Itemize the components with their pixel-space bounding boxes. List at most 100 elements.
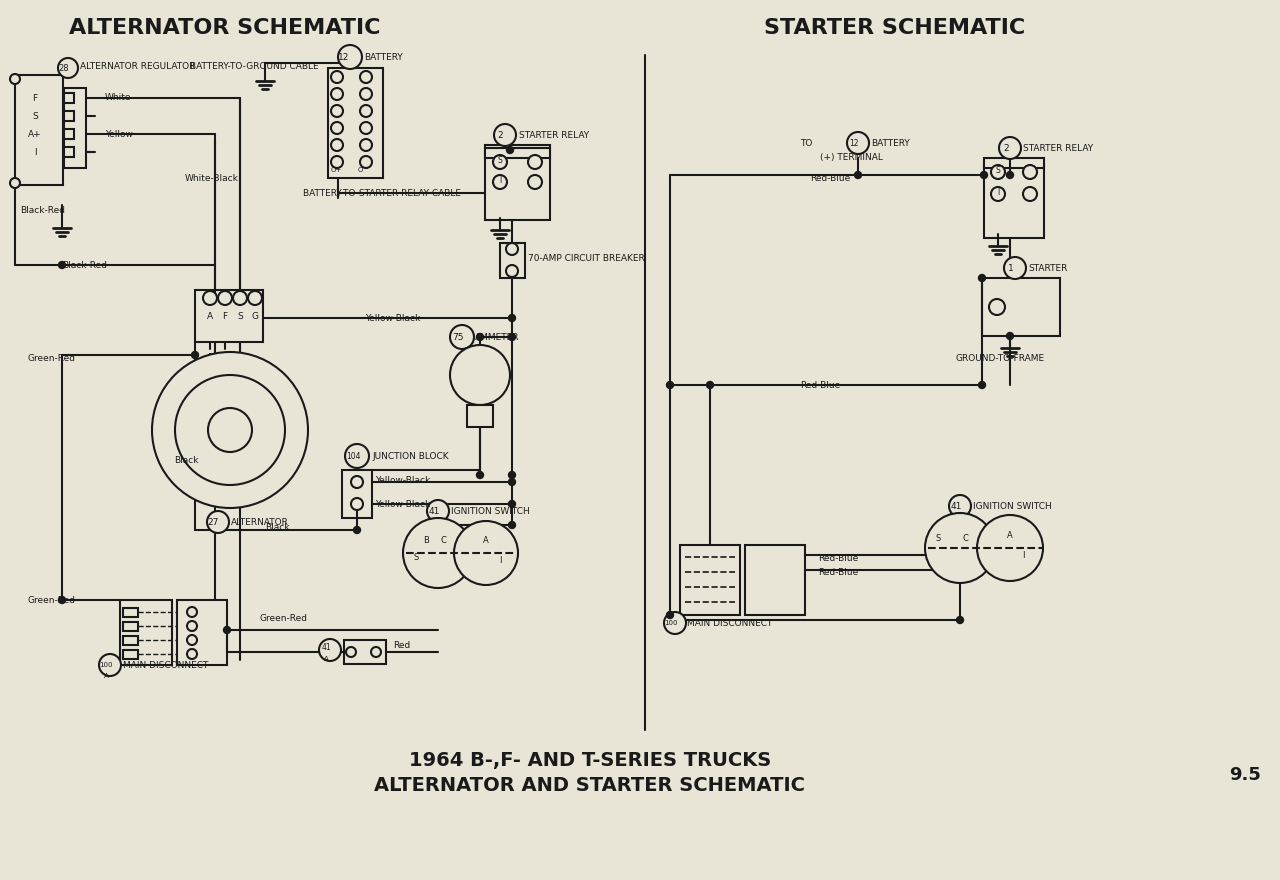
Circle shape <box>207 511 229 533</box>
Bar <box>467 405 493 427</box>
Circle shape <box>346 444 369 468</box>
Circle shape <box>187 607 197 617</box>
Text: STARTER RELAY: STARTER RELAY <box>1023 143 1093 152</box>
Text: 2: 2 <box>1004 143 1009 152</box>
Circle shape <box>978 382 986 388</box>
Text: A: A <box>483 536 489 545</box>
Bar <box>64 111 74 121</box>
Text: G: G <box>251 312 259 320</box>
Circle shape <box>360 122 372 134</box>
Text: MAIN DISCONNECT: MAIN DISCONNECT <box>123 661 209 670</box>
Text: I: I <box>33 148 36 157</box>
Circle shape <box>319 639 340 661</box>
Text: A: A <box>1007 531 1012 539</box>
Text: C: C <box>440 536 445 545</box>
Circle shape <box>667 612 673 619</box>
Circle shape <box>360 105 372 117</box>
Text: BATTERY: BATTERY <box>870 138 910 148</box>
Circle shape <box>529 175 541 189</box>
Circle shape <box>403 518 474 588</box>
Text: Green-Red: Green-Red <box>28 596 76 605</box>
Text: 41: 41 <box>429 507 440 516</box>
Circle shape <box>233 291 247 305</box>
Text: I: I <box>499 555 502 564</box>
Text: IGNITION SWITCH: IGNITION SWITCH <box>451 507 530 516</box>
Text: 27: 27 <box>207 517 219 526</box>
Circle shape <box>1006 172 1014 179</box>
Bar <box>328 68 383 178</box>
Circle shape <box>508 479 516 486</box>
Circle shape <box>493 155 507 169</box>
Text: TO: TO <box>800 138 813 148</box>
Text: ALTERNATOR SCHEMATIC: ALTERNATOR SCHEMATIC <box>69 18 380 38</box>
Bar <box>177 600 227 665</box>
Circle shape <box>338 45 362 69</box>
Text: 104: 104 <box>346 451 360 460</box>
Circle shape <box>847 132 869 154</box>
Text: O+: O+ <box>332 167 342 173</box>
Circle shape <box>989 299 1005 315</box>
Circle shape <box>346 647 356 657</box>
Bar <box>120 600 172 665</box>
Bar <box>984 164 1044 238</box>
Circle shape <box>494 124 516 146</box>
Text: BATTERY-TO-GROUND CABLE: BATTERY-TO-GROUND CABLE <box>189 62 319 70</box>
Text: I: I <box>997 187 1000 196</box>
Bar <box>64 129 74 139</box>
Circle shape <box>855 172 861 179</box>
Circle shape <box>10 74 20 84</box>
Text: BATTERY: BATTERY <box>364 53 403 62</box>
Circle shape <box>978 275 986 282</box>
Text: JUNCTION BLOCK: JUNCTION BLOCK <box>372 451 448 460</box>
Text: IGNITION SWITCH: IGNITION SWITCH <box>973 502 1052 510</box>
Circle shape <box>175 375 285 485</box>
Text: White: White <box>105 92 132 101</box>
Circle shape <box>977 515 1043 581</box>
Bar <box>123 608 138 617</box>
Bar <box>123 636 138 645</box>
Text: I: I <box>1021 551 1024 560</box>
Circle shape <box>998 137 1021 159</box>
Text: 1: 1 <box>1009 263 1014 273</box>
Text: Green-Red: Green-Red <box>28 354 76 363</box>
Text: MAIN DISCONNECT: MAIN DISCONNECT <box>687 619 772 627</box>
Text: Yellow-Black: Yellow-Black <box>375 475 430 485</box>
Text: 2: 2 <box>497 130 503 140</box>
Circle shape <box>152 352 308 508</box>
Bar <box>123 622 138 631</box>
Text: 70-AMP CIRCUIT BREAKER: 70-AMP CIRCUIT BREAKER <box>529 253 645 262</box>
Circle shape <box>59 597 65 604</box>
Circle shape <box>192 351 198 358</box>
Circle shape <box>493 175 507 189</box>
Circle shape <box>991 187 1005 201</box>
Circle shape <box>58 58 78 78</box>
Bar <box>680 545 740 615</box>
Circle shape <box>218 291 232 305</box>
Circle shape <box>187 621 197 631</box>
Bar <box>485 145 550 220</box>
Circle shape <box>332 139 343 151</box>
Circle shape <box>508 522 516 529</box>
Text: O: O <box>358 167 364 173</box>
Circle shape <box>508 314 516 321</box>
Text: A+: A+ <box>28 129 42 138</box>
Text: White-Black: White-Black <box>186 173 239 182</box>
Text: STARTER RELAY: STARTER RELAY <box>518 130 589 140</box>
Text: Black-Red: Black-Red <box>20 206 65 215</box>
Text: A: A <box>324 656 329 662</box>
Text: 9.5: 9.5 <box>1229 766 1261 784</box>
Bar <box>15 75 63 185</box>
Bar <box>500 243 525 278</box>
Circle shape <box>476 472 484 479</box>
Text: 41: 41 <box>950 502 961 510</box>
Text: ALTERNATOR AND STARTER SCHEMATIC: ALTERNATOR AND STARTER SCHEMATIC <box>375 775 805 795</box>
Circle shape <box>508 334 516 341</box>
Circle shape <box>1023 187 1037 201</box>
Circle shape <box>956 617 964 624</box>
Text: 41: 41 <box>321 642 330 651</box>
Text: Black: Black <box>265 523 289 532</box>
Text: ALTERNATOR REGULATOR: ALTERNATOR REGULATOR <box>79 62 196 70</box>
Text: S: S <box>498 156 502 165</box>
Circle shape <box>508 501 516 508</box>
Circle shape <box>59 261 65 268</box>
